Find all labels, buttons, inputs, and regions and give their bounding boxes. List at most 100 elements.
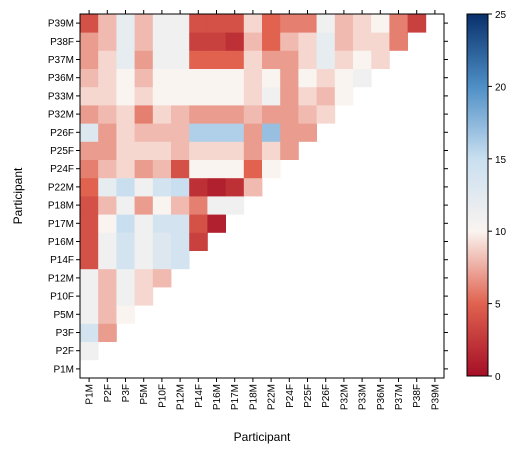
- heatmap-cell: [98, 323, 117, 342]
- heatmap-cell: [171, 159, 190, 179]
- heatmap-cell: [207, 159, 226, 179]
- colorbar-tick-label: 0: [495, 372, 501, 383]
- heatmap-cell: [171, 86, 190, 106]
- heatmap-cell: [225, 68, 245, 88]
- heatmap-cell: [298, 123, 317, 142]
- heatmap-cell: [171, 214, 190, 233]
- heatmap-cell: [171, 123, 190, 142]
- heatmap-cell: [80, 68, 99, 88]
- heatmap-cell: [207, 86, 226, 106]
- x-tick-label: P12M: [176, 384, 187, 410]
- y-tick-label: P1M: [53, 364, 74, 375]
- heatmap-cell: [152, 214, 172, 233]
- heatmap-cell: [334, 50, 354, 69]
- heatmap-cell: [116, 123, 135, 142]
- heatmap-cell: [116, 50, 135, 69]
- heatmap-cell: [280, 123, 299, 142]
- y-tick-label: P24F: [50, 164, 74, 175]
- heatmap-cell: [280, 105, 299, 124]
- heatmap-cell: [98, 68, 117, 88]
- x-tick-label: P1M: [85, 384, 96, 405]
- heatmap-cell: [152, 123, 172, 142]
- heatmap-cell: [189, 68, 208, 88]
- heatmap-cell: [225, 141, 245, 160]
- heatmap-cell: [316, 86, 336, 106]
- heatmap-cell: [334, 68, 354, 88]
- heatmap-cell: [207, 50, 226, 69]
- heatmap-cell: [225, 32, 245, 51]
- heatmap-cell: [207, 214, 226, 233]
- plot-frame: [79, 13, 445, 379]
- heatmap-cells: [80, 14, 427, 361]
- heatmap-cell: [98, 123, 117, 142]
- x-tick-label: P10F: [157, 384, 168, 408]
- y-axis-title: Participant: [11, 167, 25, 224]
- heatmap-cell: [116, 177, 135, 197]
- heatmap-cell: [353, 50, 372, 69]
- heatmap-cell: [134, 32, 154, 51]
- y-tick-label: P22M: [48, 182, 74, 193]
- heatmap-cell: [152, 86, 172, 106]
- colorbar-tick-label: 20: [495, 82, 507, 93]
- heatmap-cell: [207, 105, 226, 124]
- heatmap-cell: [98, 50, 117, 69]
- y-tick-label: P2F: [56, 346, 74, 357]
- heatmap-cell: [225, 14, 245, 33]
- x-tick-label: P36M: [376, 384, 387, 410]
- heatmap-cell: [152, 159, 172, 179]
- heatmap-cell: [80, 123, 99, 142]
- y-tick-label: P17M: [48, 219, 74, 230]
- heatmap-cell: [171, 14, 190, 33]
- x-tick-label: P32M: [339, 384, 350, 410]
- heatmap-cell: [353, 32, 372, 51]
- heatmap-cell: [189, 214, 208, 233]
- heatmap-cell: [80, 86, 99, 106]
- heatmap-cell: [280, 86, 299, 106]
- heatmap-cell: [316, 50, 336, 69]
- heatmap-cell: [98, 214, 117, 233]
- heatmap-cell: [80, 14, 99, 33]
- heatmap-cell: [371, 50, 390, 69]
- heatmap-cell: [171, 232, 190, 251]
- heatmap-cell: [280, 32, 299, 51]
- x-tick-label: P16M: [212, 384, 223, 410]
- heatmap-cell: [152, 32, 172, 51]
- x-tick-label: P38F: [412, 384, 423, 408]
- colorbar-tick-label: 15: [495, 155, 507, 166]
- heatmap-cell: [80, 141, 99, 160]
- heatmap-cell: [171, 68, 190, 88]
- heatmap-cell: [262, 159, 281, 179]
- heatmap-cell: [152, 105, 172, 124]
- heatmap-cell: [262, 50, 281, 69]
- heatmap-cell: [298, 32, 317, 51]
- heatmap-cell: [298, 50, 317, 69]
- heatmap-cell: [225, 50, 245, 69]
- heatmap-cell: [316, 14, 336, 33]
- heatmap-cell: [80, 214, 99, 233]
- x-tick-label: P14F: [194, 384, 205, 408]
- heatmap-cell: [280, 50, 299, 69]
- y-tick-label: P33M: [48, 91, 74, 102]
- y-tick-label: P39M: [48, 19, 74, 30]
- heatmap-cell: [353, 14, 372, 33]
- heatmap-cell: [152, 232, 172, 251]
- heatmap-cell: [171, 105, 190, 124]
- heatmap-cell: [262, 141, 281, 160]
- heatmap-cell: [389, 14, 408, 33]
- heatmap-cell: [80, 50, 99, 69]
- heatmap-cell: [134, 14, 154, 33]
- heatmap-cell: [207, 68, 226, 88]
- heatmap-cell: [80, 32, 99, 51]
- heatmap-cell: [207, 196, 226, 215]
- heatmap-cell: [98, 14, 117, 33]
- heatmap-cell: [371, 32, 390, 51]
- x-tick-label: P25F: [303, 384, 314, 408]
- heatmap-cell: [134, 159, 154, 179]
- colorbar-ticks: 0 5 10 15 20 25: [488, 10, 507, 383]
- heatmap-cell: [225, 177, 245, 197]
- heatmap-cell: [98, 232, 117, 251]
- heatmap-cell: [98, 86, 117, 106]
- heatmap-cell: [280, 14, 299, 33]
